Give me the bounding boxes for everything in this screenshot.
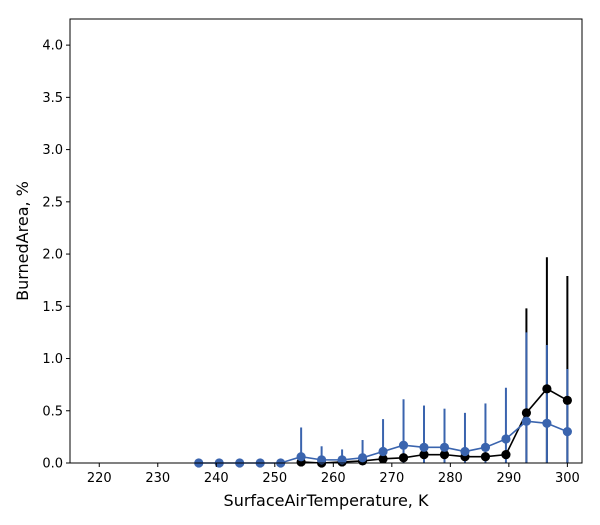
data-point	[542, 418, 552, 428]
plot-frame	[69, 18, 583, 464]
y-tick-label: 1.5	[42, 300, 63, 315]
data-point	[562, 427, 572, 437]
data-point	[521, 416, 532, 426]
y-tick-label: 3.0	[42, 143, 63, 158]
y-tick-label: 0.5	[42, 404, 63, 419]
x-tick-label: 260	[321, 471, 346, 486]
y-tick-label: 4.0	[42, 39, 63, 54]
x-tick-label: 280	[438, 471, 463, 486]
y-tick-label: 1.0	[42, 352, 63, 367]
x-tick-label: 240	[204, 471, 229, 486]
data-point	[296, 452, 306, 462]
data-point	[378, 454, 388, 464]
data-point	[378, 446, 388, 457]
x-axis-label: SurfaceAirTemperature, K	[224, 491, 429, 510]
data-point	[562, 395, 572, 405]
data-point	[398, 440, 409, 450]
y-axis-label: BurnedArea, %	[13, 181, 32, 301]
data-point	[501, 450, 511, 460]
data-point	[398, 453, 409, 463]
x-tick-label: 230	[145, 471, 170, 486]
data-point	[460, 446, 470, 457]
x-tick-label: 220	[87, 471, 112, 486]
axis-ticks: 220 230 240 250 260 270 280 290 300 0.0 0.5 1.0 1.5 2…	[42, 39, 579, 486]
y-tick-label: 2.5	[42, 195, 63, 210]
data-point	[501, 434, 511, 444]
y-tick-label: 2.0	[42, 248, 63, 263]
data-point	[480, 452, 491, 462]
data-point	[480, 442, 491, 452]
data-point	[439, 442, 450, 452]
x-tick-label: 290	[496, 471, 521, 486]
data-point	[419, 450, 429, 460]
x-tick-label: 250	[262, 471, 287, 486]
y-tick-label: 3.5	[42, 91, 63, 106]
y-tick-label: 0.0	[42, 457, 63, 472]
data-point	[357, 453, 368, 463]
data-point	[439, 450, 450, 460]
x-tick-label: 300	[555, 471, 580, 486]
data-point	[542, 384, 552, 394]
data-point	[521, 408, 532, 418]
data-point	[337, 455, 347, 465]
data-point	[419, 442, 429, 452]
x-tick-label: 270	[379, 471, 404, 486]
data-point	[317, 455, 327, 465]
